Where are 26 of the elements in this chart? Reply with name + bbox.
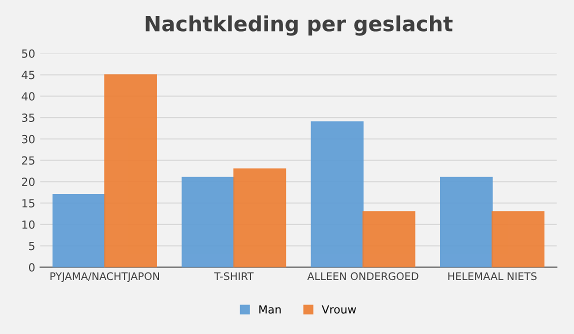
bar <box>492 211 544 268</box>
bar <box>104 74 157 268</box>
bar <box>440 176 493 268</box>
y-tick-label: 20 <box>22 178 35 186</box>
x-tick-label: PYJAMA/NACHTJAPON <box>50 272 159 282</box>
x-tick-label: HELEMAAL NIETS <box>448 272 537 280</box>
x-tick-label: T-SHIRT <box>214 272 254 280</box>
y-tick-label: 15 <box>22 199 34 208</box>
y-tick-label: 50 <box>22 49 35 58</box>
y-tick-label: 10 <box>22 220 35 229</box>
legend-label: Man <box>259 305 281 314</box>
bar <box>362 211 416 268</box>
y-tick-label: 30 <box>22 134 35 144</box>
y-tick-label: 45 <box>22 70 34 80</box>
legend-label: Vrouw <box>322 305 356 314</box>
bar <box>310 121 364 268</box>
bar <box>52 194 106 268</box>
x-tick-label: ALLEEN ONDERGOED <box>307 272 418 280</box>
y-tick-label: 25 <box>22 156 34 165</box>
y-tick-label: 40 <box>22 92 35 101</box>
y-tick-label: 35 <box>22 114 34 122</box>
chart-title: Nachtkleding per geslacht <box>146 15 453 36</box>
bar <box>182 176 234 268</box>
bar <box>233 168 286 268</box>
y-tick-label: 5 <box>29 242 34 250</box>
y-tick-label: 0 <box>28 263 35 272</box>
